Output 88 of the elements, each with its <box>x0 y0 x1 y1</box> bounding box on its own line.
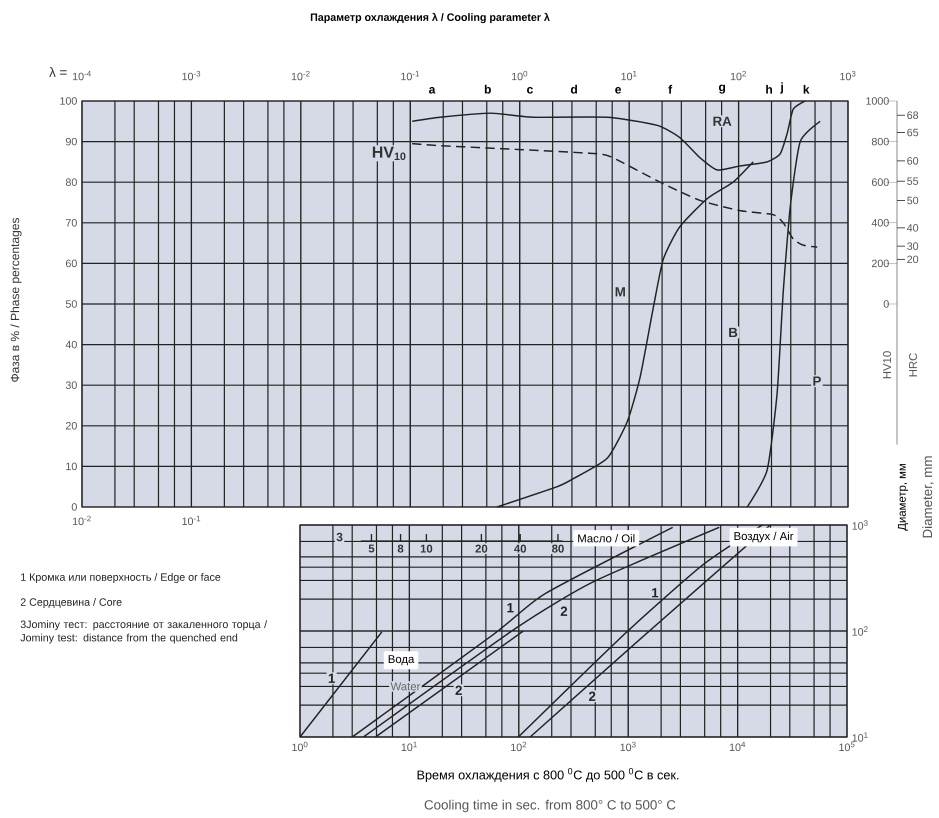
x-tick-label: 10$^{-1}$ <box>401 70 420 80</box>
text: Cooling time in sec. from 800° C to 500° C <box>424 800 676 812</box>
x-tick-label: 10$^{-2}$ <box>292 70 310 80</box>
y-tick-label: 10$^{3}$ <box>852 520 868 530</box>
x-tick-label: 10$^{0}$ <box>292 742 308 752</box>
text: h <box>766 84 772 94</box>
x-tick-label: 10$^{1}$ <box>621 70 637 80</box>
x-tick-label: 10$^{2}$ <box>511 742 526 752</box>
annotation: 20 <box>475 544 488 553</box>
y-tick-label: 10 <box>66 462 77 470</box>
annotation: 80 <box>552 544 564 553</box>
y2-tick-label: 800 <box>872 138 889 146</box>
text: a <box>429 87 436 94</box>
y2-tick-label: 1000 <box>866 97 889 105</box>
series-label: 1 <box>652 588 658 598</box>
y-tick-label: 90 <box>66 138 77 146</box>
y-tick-label: 40 <box>66 340 77 348</box>
x-tick-label: 10$^{4}$ <box>730 742 746 752</box>
y-tick-label: 10$^{1}$ <box>852 732 868 742</box>
x-tick-label: 10$^{2}$ <box>730 70 746 80</box>
annotation: Воздух / Air <box>734 532 794 542</box>
text: f <box>668 84 672 94</box>
y2-tick-label: 0 <box>884 300 889 308</box>
text: 30 <box>907 242 918 250</box>
y2-tick-label: 600 <box>872 178 889 186</box>
annotation: 40 <box>514 544 526 553</box>
text: 40 <box>906 224 918 232</box>
series-label: 1 <box>328 674 335 683</box>
text: Diameter, mm <box>922 456 934 538</box>
series-label: 2 <box>455 686 462 695</box>
annotation: B <box>729 328 738 337</box>
text: 50 <box>907 196 918 204</box>
x-tick-label: 10$^{5}$ <box>839 742 855 752</box>
annotation: M <box>616 287 625 296</box>
annotation: 5 <box>368 544 374 552</box>
y-tick-label: 80 <box>66 178 77 186</box>
text: 65 <box>907 128 918 136</box>
chart-title: Параметр охлаждения λ / Cooling parameter λ <box>310 12 550 24</box>
x-tick-label: 10$^{-4}$ <box>72 70 91 80</box>
text: b <box>484 84 491 94</box>
y-tick-label: 100 <box>60 97 77 105</box>
y2-tick-label: 400 <box>872 219 889 227</box>
y-tick-label: 0 <box>72 503 77 511</box>
y-tick-label: 60 <box>66 260 77 268</box>
text: HRC <box>909 353 918 376</box>
x-axis-title: Время охлаждения с 800 $^{0}$C до 500 $^{0}$C в сек. <box>418 768 678 782</box>
x-tick-label: 10$^{-3}$ <box>182 70 200 80</box>
text: d <box>570 84 577 94</box>
x-tick-label: 10$^{3}$ <box>840 70 856 80</box>
x-axis-title: λ = <box>49 67 67 77</box>
text: 60 <box>907 157 918 165</box>
series-label: HV$_{10}$ <box>372 146 406 160</box>
text: 20 <box>907 256 918 264</box>
annotation: RA <box>713 116 732 126</box>
text: g <box>718 84 726 94</box>
annotation: Масло / Oil <box>578 534 634 542</box>
annotation: 3 <box>336 532 342 542</box>
text: 10$^{-2}$ <box>72 516 91 526</box>
x-tick-label: 10$^{3}$ <box>620 742 636 752</box>
text: 2 Сердцевина / Core <box>20 598 122 608</box>
text: c <box>527 87 533 94</box>
series-label: 1 <box>507 603 514 612</box>
text: 3Jominy тест: расстояние от закаленного торца / Jominy test: distance from the quenched end <box>20 620 268 644</box>
text: k <box>804 84 810 94</box>
annotation: Water <box>390 682 420 690</box>
series-label: 2 <box>560 606 568 616</box>
text: 1 Кромка или поверхность / Edge or face <box>21 573 220 583</box>
text: 10$^{-1}$ <box>182 516 200 526</box>
text: 55 <box>907 177 918 185</box>
y-tick-label: 20 <box>66 422 77 430</box>
text: j <box>780 82 783 94</box>
x-tick-label: 10$^{1}$ <box>402 742 417 752</box>
y-axis-title: Диаметр, мм <box>898 464 908 531</box>
y-tick-label: 30 <box>66 381 77 389</box>
text: 68 <box>907 111 918 119</box>
series-label: 2 <box>588 692 596 701</box>
x-tick-label: 10$^{0}$ <box>512 70 528 80</box>
y-tick-label: 70 <box>66 219 77 227</box>
annotation: 8 <box>398 544 404 553</box>
annotation: Вода <box>388 655 414 666</box>
y2-axis-title: HV10 <box>883 351 892 378</box>
y-axis-title: Фаза в % / Phase percentages <box>10 218 22 382</box>
text: e <box>615 87 622 94</box>
annotation: 10 <box>420 544 432 553</box>
y-tick-label: 50 <box>66 300 77 308</box>
y-tick-label: 10$^{2}$ <box>852 626 868 636</box>
y2-tick-label: 200 <box>872 260 889 268</box>
annotation: P <box>813 376 821 386</box>
